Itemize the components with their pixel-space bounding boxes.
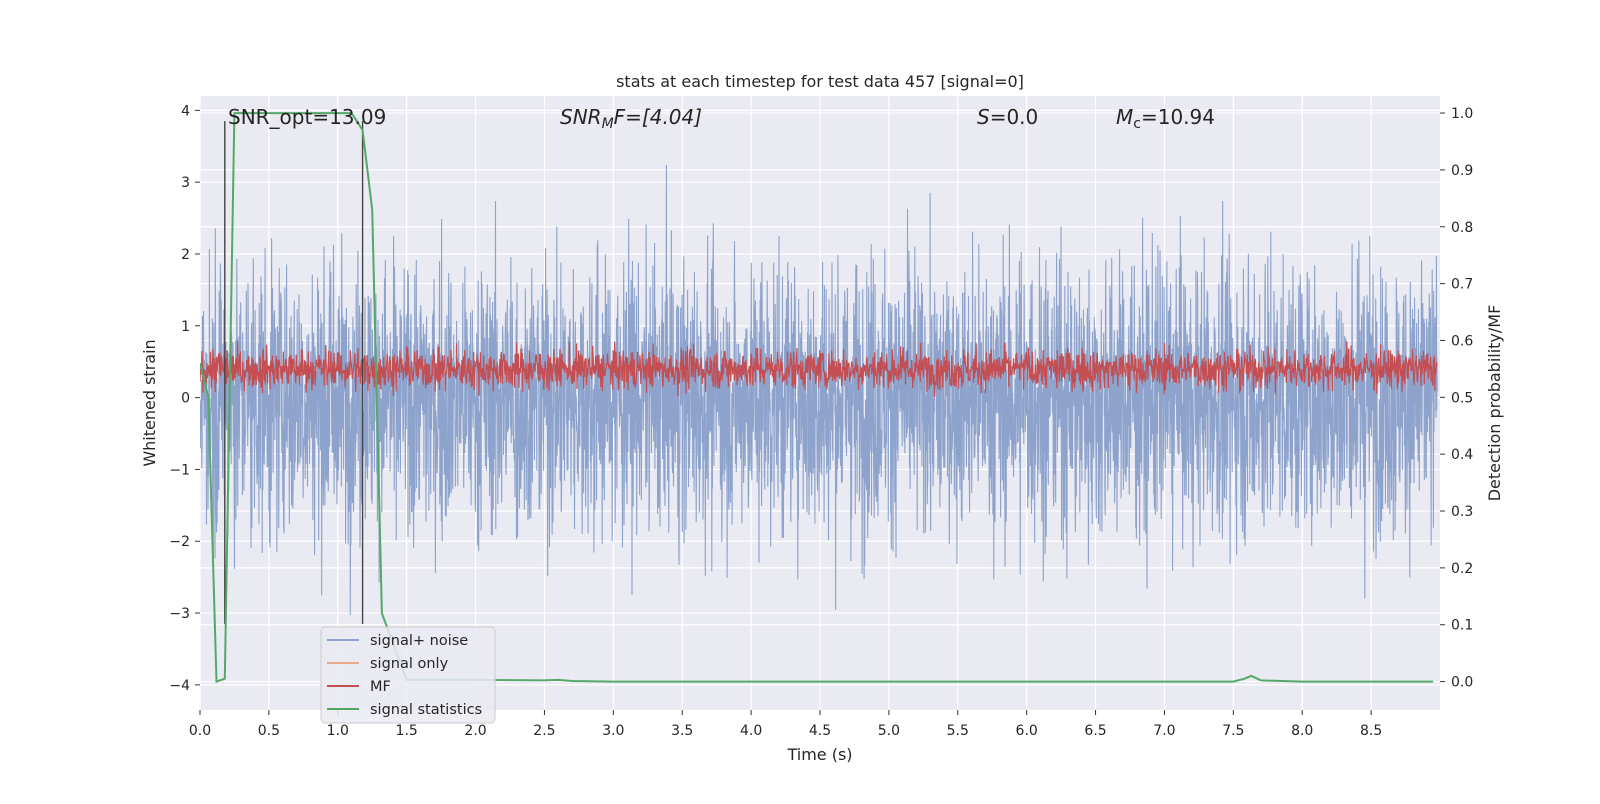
y-right-tick-label: 0.2: [1451, 561, 1473, 577]
x-tick-label: 5.0: [878, 723, 900, 739]
y-left-tick-label: 3: [181, 175, 190, 191]
annotation-snr-opt: SNR_opt=13.09: [228, 105, 386, 129]
series-signal-noise: [200, 164, 1438, 616]
x-tick-label: 6.5: [1084, 723, 1106, 739]
legend-box: [320, 626, 496, 724]
y-axis-right-ticks: 0.0 0.1 0.2 0.3 0.4 0.5 0.6 0.7 0.8 0.9 1.0: [1440, 106, 1473, 691]
y-left-tick-label: −2: [169, 534, 190, 550]
x-tick-label: 4.5: [809, 723, 831, 739]
chart-title: stats at each timestep for test data 457…: [616, 72, 1024, 91]
y-axis-left-ticks: −4 −3 −2 −1 0 1 2 3 4: [169, 103, 200, 694]
legend-label-mf: MF: [370, 679, 391, 695]
y-right-tick-label: 1.0: [1451, 106, 1473, 122]
y-right-tick-label: 0.8: [1451, 220, 1473, 236]
legend: signal+ noise signal only MF signal stat…: [320, 626, 496, 724]
x-tick-label: 6.0: [1016, 723, 1038, 739]
x-tick-label: 0.0: [189, 723, 211, 739]
series-mf: [200, 341, 1438, 397]
y-left-tick-label: −3: [169, 606, 190, 622]
y-left-tick-label: 2: [181, 247, 190, 263]
x-tick-label: 1.5: [396, 723, 418, 739]
x-tick-label: 0.5: [258, 723, 280, 739]
y-right-tick-label: 0.5: [1451, 390, 1473, 406]
legend-label-signal-statistics: signal statistics: [370, 702, 482, 718]
x-tick-label: 3.0: [602, 723, 624, 739]
legend-label-signal-only: signal only: [370, 656, 449, 672]
y-right-tick-label: 0.0: [1451, 675, 1473, 691]
y-right-tick-label: 0.7: [1451, 277, 1473, 293]
y-right-tick-label: 0.1: [1451, 618, 1473, 634]
x-tick-label: 3.5: [671, 723, 693, 739]
y-left-tick-label: 0: [181, 391, 190, 407]
legend-label-signal-noise: signal+ noise: [370, 633, 468, 649]
y-left-tick-label: −1: [169, 462, 190, 478]
x-tick-label: 5.5: [947, 723, 969, 739]
x-tick-label: 1.0: [327, 723, 349, 739]
y-right-tick-label: 0.4: [1451, 447, 1473, 463]
annotation-s: S=0.0: [977, 105, 1038, 129]
x-tick-label: 2.0: [464, 723, 486, 739]
x-axis-ticks: 0.0 0.5 1.0 1.5 2.0 2.5 3.0 3.5 4.0 4.5 5.0 5.5 6.0 6…: [189, 710, 1382, 739]
y-right-tick-label: 0.3: [1451, 504, 1473, 520]
y-right-tick-label: 0.9: [1451, 163, 1473, 179]
y-axis-left-label: Whitened strain: [140, 339, 159, 466]
x-tick-label: 2.5: [533, 723, 555, 739]
series-signal-statistics: [200, 112, 1434, 683]
x-tick-label: 4.0: [740, 723, 762, 739]
annotation-mc: Mc=10.94: [1116, 105, 1215, 132]
x-tick-label: 8.0: [1291, 723, 1313, 739]
y-left-tick-label: 4: [181, 103, 190, 119]
y-left-tick-label: 1: [181, 319, 190, 335]
annotation-snr-mf: SNRMF=[4.04]: [560, 105, 702, 132]
x-tick-label: 8.5: [1360, 723, 1382, 739]
x-axis-label: Time (s): [786, 745, 852, 764]
x-tick-label: 7.0: [1153, 723, 1175, 739]
y-right-tick-label: 0.6: [1451, 333, 1473, 349]
y-left-tick-label: −4: [169, 678, 190, 694]
y-axis-right-label: Detection probability/MF: [1485, 305, 1504, 502]
x-tick-label: 7.5: [1222, 723, 1244, 739]
